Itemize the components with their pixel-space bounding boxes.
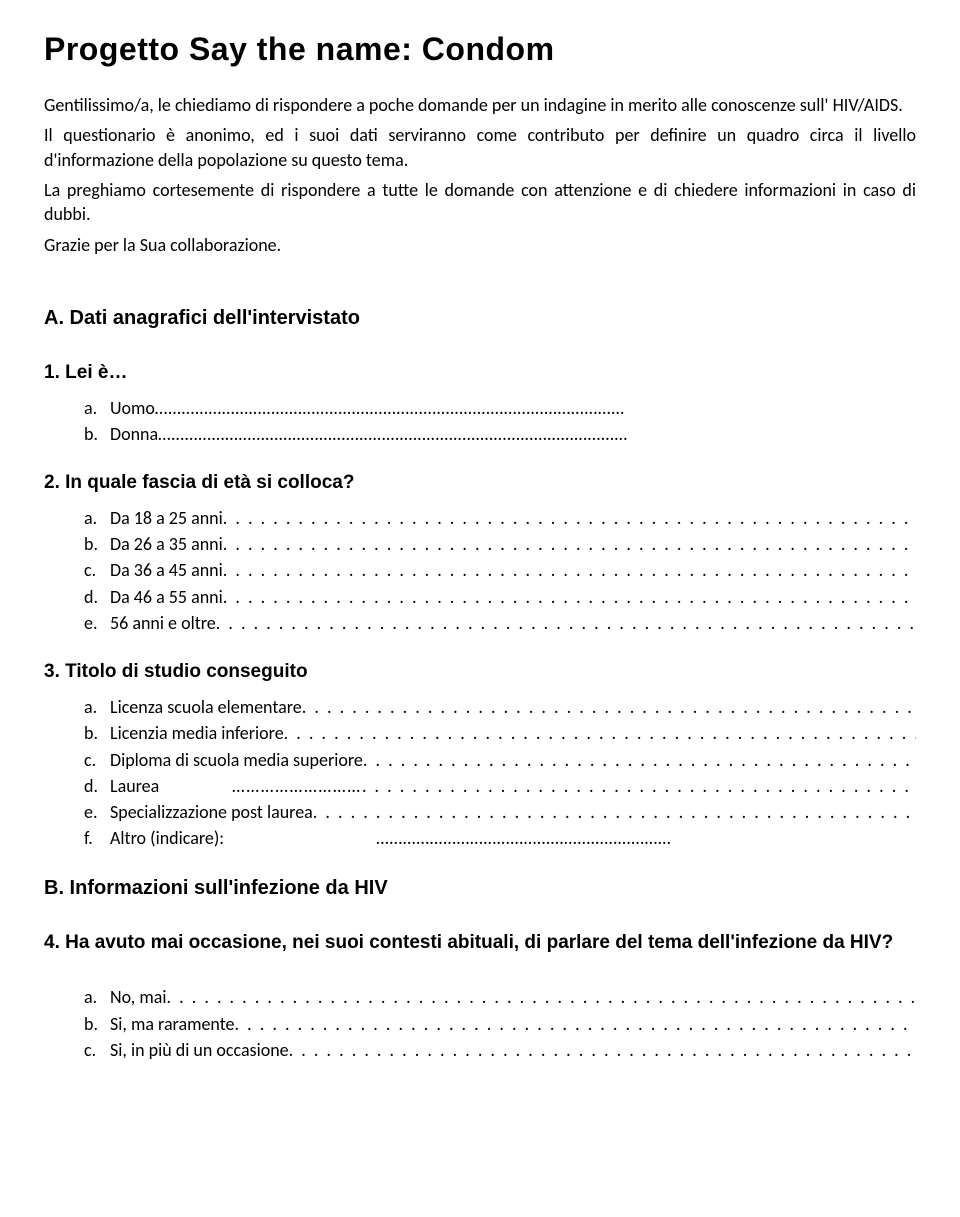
intro-paragraph-1: Gentilissimo/a, le chiediamo di risponde… xyxy=(44,93,916,117)
question-number: 1. xyxy=(44,362,60,383)
fill-line: . . . . . . . . . . . . . . . . . . . . … xyxy=(223,558,916,582)
question-number: 3. xyxy=(44,661,60,682)
option-text: Licenza scuola elementare xyxy=(110,695,302,719)
option-text: Si, in più di un occasione xyxy=(110,1038,289,1062)
option-row[interactable]: b.Si, ma raramente . . . . . . . . . . .… xyxy=(84,1012,916,1036)
fill-line: . . . . . . . . . . . . . . . . . . . . … xyxy=(302,695,916,719)
question-text: Ha avuto mai occasione, nei suoi contest… xyxy=(65,932,893,953)
option-letter: a. xyxy=(84,396,110,420)
option-text: Altro (indicare): xyxy=(110,826,224,850)
option-text: No, mai xyxy=(110,985,166,1009)
option-text: Da 18 a 25 anni xyxy=(110,506,223,530)
fill-line: …………………………………………………………………………………………… xyxy=(155,396,916,420)
section-a-heading: A. Dati anagrafici dell'intervistato xyxy=(44,305,916,332)
options-list: a.Da 18 a 25 anni . . . . . . . . . . . … xyxy=(44,506,916,635)
fill-line: . . . . . . . . . . . . . . . . . . . . … xyxy=(223,506,916,530)
option-row[interactable]: a.Da 18 a 25 anni . . . . . . . . . . . … xyxy=(84,506,916,530)
thanks-text: Grazie per la Sua collaborazione. xyxy=(44,233,916,257)
fill-line: . . . . . . . . . . . . . . . . . . . . … xyxy=(284,721,916,745)
fill-line: ………………………………………………………… xyxy=(224,826,916,850)
question-text: In quale fascia di età si colloca? xyxy=(65,472,354,493)
option-row[interactable]: b.Licenzia media inferiore . . . . . . .… xyxy=(84,721,916,745)
option-text: Da 46 a 55 anni xyxy=(110,585,223,609)
fill-line: . . . . . . . . . . . . . . . . . . . . … xyxy=(313,800,916,824)
fill-line: . . . . . . . . . . . . . . . . . . . . … xyxy=(235,1012,916,1036)
document-title: Progetto Say the name: Condom xyxy=(44,28,916,71)
question-number: 2. xyxy=(44,472,60,493)
fill-line: ………………………. . . . . . . . . . . . . . . .… xyxy=(159,774,916,798)
option-letter: b. xyxy=(84,1012,110,1036)
question-1: 1. Lei è… a.Uomo………………………………………………………………… xyxy=(44,360,916,446)
option-text: Laurea xyxy=(110,774,159,798)
fill-line: . . . . . . . . . . . . . . . . . . . . … xyxy=(223,585,916,609)
option-letter: d. xyxy=(84,585,110,609)
option-row[interactable]: d.Da 46 a 55 anni . . . . . . . . . . . … xyxy=(84,585,916,609)
fill-line: . . . . . . . . . . . . . . . . . . . . … xyxy=(216,611,916,635)
option-letter: a. xyxy=(84,985,110,1009)
question-4: 4. Ha avuto mai occasione, nei suoi cont… xyxy=(44,930,916,1063)
option-row[interactable]: b.Da 26 a 35 anni . . . . . . . . . . . … xyxy=(84,532,916,556)
option-row[interactable]: c.Si, in più di un occasione . . . . . .… xyxy=(84,1038,916,1062)
option-text: Si, ma raramente xyxy=(110,1012,235,1036)
option-row[interactable]: a.No, mai . . . . . . . . . . . . . . . … xyxy=(84,985,916,1009)
option-text: Licenzia media inferiore xyxy=(110,721,284,745)
intro-paragraph-3: La preghiamo cortesemente di rispondere … xyxy=(44,178,916,227)
question-title: 3. Titolo di studio conseguito xyxy=(44,659,916,685)
question-2: 2. In quale fascia di età si colloca? a.… xyxy=(44,470,916,635)
option-text: Uomo xyxy=(110,396,155,420)
option-row[interactable]: f.Altro (indicare): ……………………………………………………… xyxy=(84,826,916,850)
option-row[interactable]: a.Licenza scuola elementare . . . . . . … xyxy=(84,695,916,719)
question-text: Titolo di studio conseguito xyxy=(65,661,307,682)
fill-line: . . . . . . . . . . . . . . . . . . . . … xyxy=(289,1038,916,1062)
options-list: a.Uomo…………………………………………………………………………………………… xyxy=(44,396,916,447)
options-list: a.Licenza scuola elementare . . . . . . … xyxy=(44,695,916,851)
question-3: 3. Titolo di studio conseguito a.Licenza… xyxy=(44,659,916,850)
option-row[interactable]: b.Donna………………………………………………………………………………………… xyxy=(84,422,916,446)
option-row[interactable]: e.Specializzazione post laurea . . . . .… xyxy=(84,800,916,824)
question-title: 1. Lei è… xyxy=(44,360,916,386)
option-text: 56 anni e oltre xyxy=(110,611,216,635)
question-text: Lei è… xyxy=(65,362,127,383)
option-letter: c. xyxy=(84,1038,110,1062)
option-letter: c. xyxy=(84,558,110,582)
option-text: Diploma di scuola media superiore xyxy=(110,748,363,772)
question-number: 4. xyxy=(44,932,60,953)
options-list: a.No, mai . . . . . . . . . . . . . . . … xyxy=(44,985,916,1062)
fill-line: . . . . . . . . . . . . . . . . . . . . … xyxy=(166,985,916,1009)
option-letter: d. xyxy=(84,774,110,798)
option-text: Da 36 a 45 anni xyxy=(110,558,223,582)
fill-line: . . . . . . . . . . . . . . . . . . . . … xyxy=(363,748,916,772)
option-row[interactable]: e.56 anni e oltre . . . . . . . . . . . … xyxy=(84,611,916,635)
option-row[interactable]: c.Da 36 a 45 anni . . . . . . . . . . . … xyxy=(84,558,916,582)
section-b-heading: B. Informazioni sull'infezione da HIV xyxy=(44,875,916,902)
fill-line: . . . . . . . . . . . . . . . . . . . . … xyxy=(223,532,916,556)
option-row[interactable]: c.Diploma di scuola media superiore . . … xyxy=(84,748,916,772)
intro-paragraph-2: Il questionario è anonimo, ed i suoi dat… xyxy=(44,123,916,172)
option-letter: b. xyxy=(84,532,110,556)
option-letter: e. xyxy=(84,611,110,635)
option-letter: a. xyxy=(84,506,110,530)
option-text: Donna xyxy=(110,422,158,446)
fill-line: …………………………………………………………………………………………… xyxy=(158,422,916,446)
option-letter: b. xyxy=(84,721,110,745)
option-row[interactable]: d.Laurea ………………………. . . . . . . . . . . … xyxy=(84,774,916,798)
option-letter: e. xyxy=(84,800,110,824)
option-text: Da 26 a 35 anni xyxy=(110,532,223,556)
option-letter: a. xyxy=(84,695,110,719)
question-title: 4. Ha avuto mai occasione, nei suoi cont… xyxy=(44,930,916,956)
option-row[interactable]: a.Uomo…………………………………………………………………………………………… xyxy=(84,396,916,420)
option-letter: f. xyxy=(84,826,110,850)
question-title: 2. In quale fascia di età si colloca? xyxy=(44,470,916,496)
option-letter: c. xyxy=(84,748,110,772)
option-text: Specializzazione post laurea xyxy=(110,800,313,824)
option-letter: b. xyxy=(84,422,110,446)
